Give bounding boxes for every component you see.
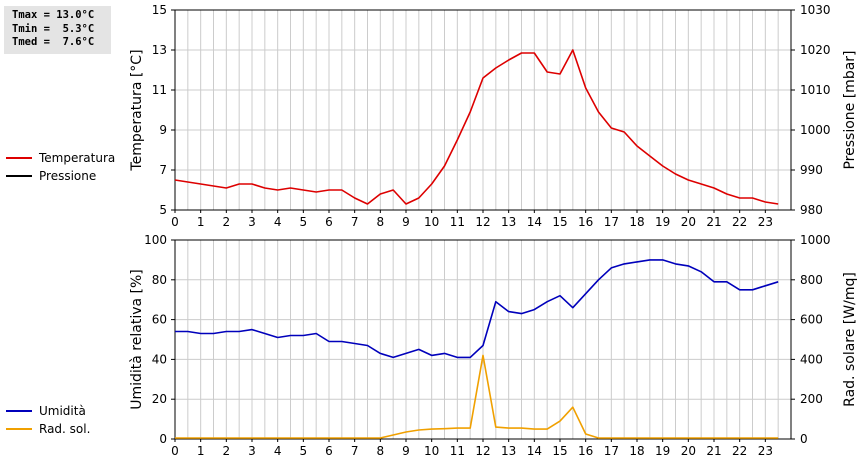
panel-1-x-tick-label: 15 bbox=[552, 215, 567, 229]
panel-2-y-right-axis-label: Rad. solare [W/mq] bbox=[842, 272, 858, 407]
panel-1-y-right-tick-label: 990 bbox=[800, 163, 823, 177]
panel-1-x-tick-label: 12 bbox=[475, 215, 490, 229]
panel-1-x-tick-label: 22 bbox=[732, 215, 747, 229]
panel-1-y-tick-label: 13 bbox=[152, 43, 167, 57]
panel-2-y-tick-label: 100 bbox=[144, 233, 167, 247]
panel-1-x-tick-label: 9 bbox=[402, 215, 410, 229]
panel-2-y-tick-label: 0 bbox=[159, 432, 167, 446]
panel-1-y-right-axis-label: Pressione [mbar] bbox=[842, 50, 858, 169]
panel-1-x-tick-label: 1 bbox=[197, 215, 205, 229]
panel-2-y-right-tick-label: 200 bbox=[800, 392, 823, 406]
panel-2-y-right-tick-label: 0 bbox=[800, 432, 808, 446]
panel-2-y-tick-label: 20 bbox=[152, 392, 167, 406]
panel-2-x-tick-label: 15 bbox=[552, 444, 567, 458]
panel-1-y-tick-label: 5 bbox=[159, 203, 167, 217]
panel-1-y-right-tick-label: 1000 bbox=[800, 123, 831, 137]
panel-1-x-tick-label: 21 bbox=[706, 215, 721, 229]
panel-2-series-umidita bbox=[175, 259, 779, 359]
panel-2-y-tick-label: 40 bbox=[152, 352, 167, 366]
panel-2-x-tick-label: 20 bbox=[681, 444, 696, 458]
panel-1-x-tick-label: 4 bbox=[274, 215, 282, 229]
panel-2-y-right-tick-label: 1000 bbox=[800, 233, 831, 247]
panel-2-x-tick-label: 19 bbox=[655, 444, 670, 458]
panel-1-x-tick-label: 19 bbox=[655, 215, 670, 229]
panel-2-x-tick-label: 14 bbox=[527, 444, 542, 458]
panel-2-y-axis-label: Umidità relativa [%] bbox=[129, 269, 145, 410]
panel-2-x-tick-label: 3 bbox=[248, 444, 256, 458]
panel-2-x-tick-label: 8 bbox=[377, 444, 385, 458]
panel-1-y-right-tick-label: 1010 bbox=[800, 83, 831, 97]
panel-1-y-tick-label: 15 bbox=[152, 3, 167, 17]
panel-1-x-tick-label: 6 bbox=[325, 215, 333, 229]
panel-1-legend-label-temperatura: Temperatura bbox=[38, 151, 115, 165]
panel-1-y-right-tick-label: 1030 bbox=[800, 3, 831, 17]
panel-1-x-tick-label: 16 bbox=[578, 215, 593, 229]
panel-2-x-tick-label: 17 bbox=[604, 444, 619, 458]
panel-1-y-right-tick-label: 1020 bbox=[800, 43, 831, 57]
panel-2-x-tick-label: 22 bbox=[732, 444, 747, 458]
panel-1-y-axis-label: Temperatura [°C] bbox=[129, 49, 145, 171]
tmax-stat: Tmax = 13.0°C bbox=[12, 9, 95, 21]
panel-1-x-tick-label: 5 bbox=[300, 215, 308, 229]
panel-1-x-tick-label: 2 bbox=[223, 215, 231, 229]
panel-2-y-right-tick-label: 400 bbox=[800, 352, 823, 366]
panel-2-x-tick-label: 6 bbox=[325, 444, 333, 458]
panel-2-x-tick-label: 23 bbox=[758, 444, 773, 458]
tmin-stat: Tmin = 5.3°C bbox=[12, 22, 95, 35]
panel-2-x-tick-label: 2 bbox=[223, 444, 231, 458]
panel-2-y-tick-label: 60 bbox=[152, 313, 167, 327]
panel-2-x-tick-label: 4 bbox=[274, 444, 282, 458]
stats-box: Tmax = 13.0°C Tmin = 5.3°C Tmed = 7.6°C bbox=[4, 6, 111, 54]
panel-1-x-tick-label: 14 bbox=[527, 215, 542, 229]
panel-2-x-tick-label: 5 bbox=[300, 444, 308, 458]
panel-1-y-right-tick-label: 980 bbox=[800, 203, 823, 217]
panel-2-y-right-tick-label: 600 bbox=[800, 313, 823, 327]
panel-1-x-tick-label: 20 bbox=[681, 215, 696, 229]
panel-2-x-tick-label: 1 bbox=[197, 444, 205, 458]
panel-1-x-tick-label: 7 bbox=[351, 215, 359, 229]
panel-1-x-tick-label: 3 bbox=[248, 215, 256, 229]
panel-2-x-tick-label: 16 bbox=[578, 444, 593, 458]
panel-2-x-tick-label: 10 bbox=[424, 444, 439, 458]
panel-2-x-tick-label: 9 bbox=[402, 444, 410, 458]
panel-1-x-tick-label: 10 bbox=[424, 215, 439, 229]
panel-2-x-tick-label: 7 bbox=[351, 444, 359, 458]
panel-1-y-tick-label: 11 bbox=[152, 83, 167, 97]
panel-2-legend-label-rad-sol: Rad. sol. bbox=[39, 422, 90, 436]
panel-1-x-tick-label: 11 bbox=[450, 215, 465, 229]
panel-2-x-tick-label: 21 bbox=[706, 444, 721, 458]
panel-2-y-tick-label: 80 bbox=[152, 273, 167, 287]
panel-2-series-rad-sol bbox=[175, 354, 779, 439]
panel-1-x-tick-label: 17 bbox=[604, 215, 619, 229]
panel-2-x-tick-label: 18 bbox=[629, 444, 644, 458]
panel-1-y-tick-label: 9 bbox=[159, 123, 167, 137]
panel-2-legend-label-umidita: Umidità bbox=[39, 404, 86, 418]
panel-1-x-tick-label: 13 bbox=[501, 215, 516, 229]
panel-1-x-tick-label: 0 bbox=[171, 215, 179, 229]
panel-2-x-tick-label: 12 bbox=[475, 444, 490, 458]
panel-1-x-tick-label: 8 bbox=[377, 215, 385, 229]
tmed-stat: Tmed = 7.6°C bbox=[12, 36, 95, 48]
panel-2-x-tick-label: 11 bbox=[450, 444, 465, 458]
panel-1-y-tick-label: 7 bbox=[159, 163, 167, 177]
panel-1-x-tick-label: 18 bbox=[629, 215, 644, 229]
panel-2-x-tick-label: 13 bbox=[501, 444, 516, 458]
panel-1-legend-label-pressione: Pressione bbox=[39, 169, 96, 183]
panel-2-y-right-tick-label: 800 bbox=[800, 273, 823, 287]
panel-1-series-temperatura bbox=[174, 49, 779, 205]
panel-2-x-tick-label: 0 bbox=[171, 444, 179, 458]
panel-1-x-tick-label: 23 bbox=[758, 215, 773, 229]
